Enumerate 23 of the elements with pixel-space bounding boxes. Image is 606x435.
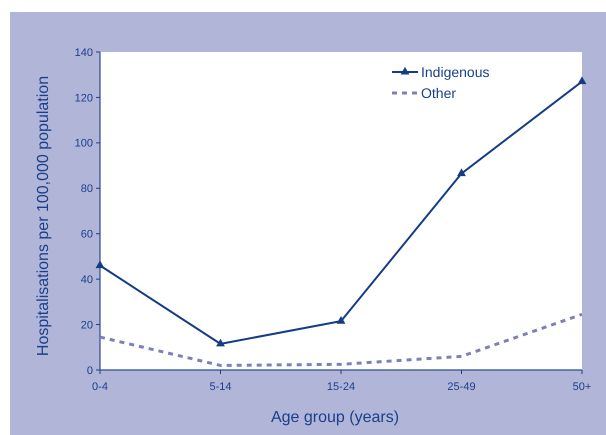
point bbox=[216, 338, 225, 346]
y-axis-title: Hospitalisations per 100,000 population bbox=[35, 76, 52, 356]
point bbox=[96, 260, 104, 268]
x-tick-label: 50+ bbox=[572, 381, 592, 393]
point bbox=[578, 76, 586, 84]
x-tick-label: 25-49 bbox=[447, 381, 476, 393]
y-tick-label: 140 bbox=[74, 46, 93, 59]
y-tick-label: 80 bbox=[80, 183, 93, 196]
legend-label: Other bbox=[421, 84, 456, 101]
x-tick-label: 15-24 bbox=[326, 381, 356, 393]
x-tick-label: 5-14 bbox=[209, 381, 232, 393]
x-axis-title: Age group (years) bbox=[270, 409, 400, 426]
y-tick-label: 120 bbox=[74, 92, 93, 104]
line-series bbox=[98, 312, 584, 367]
y-tick-label: 0 bbox=[86, 364, 93, 377]
x-tick-label: 0-4 bbox=[92, 381, 108, 393]
legend-label: Indigenous bbox=[421, 64, 490, 80]
point bbox=[336, 316, 346, 324]
y-tick-label: 100 bbox=[74, 138, 93, 150]
y-tick-label: 60 bbox=[80, 228, 93, 241]
y-tick-label: 40 bbox=[80, 274, 93, 286]
y-tick-label: 20 bbox=[80, 319, 93, 332]
point bbox=[457, 168, 466, 176]
